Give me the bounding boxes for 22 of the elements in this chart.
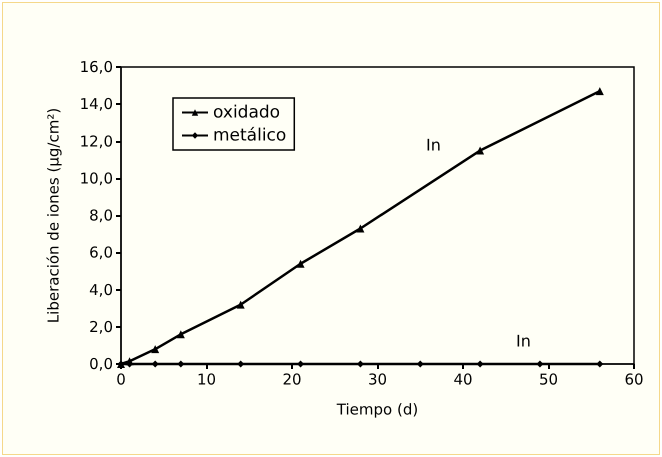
annotation: In <box>516 332 531 350</box>
y-tick-label: 16,0 <box>80 58 113 76</box>
legend-label: oxidado <box>213 102 280 122</box>
legend-label: metálico <box>213 126 286 146</box>
y-tick-label: 8,0 <box>89 206 113 224</box>
y-tick-label: 14,0 <box>80 95 113 114</box>
x-tick-label: 20 <box>282 370 302 388</box>
y-tick-label: 0,0 <box>89 355 113 373</box>
y-axis-title: Liberación de iones (µg/cm²) <box>44 108 62 324</box>
y-tick-label: 10,0 <box>80 169 113 188</box>
x-axis-title: Tiempo (d) <box>336 400 418 418</box>
x-tick-label: 40 <box>453 370 473 388</box>
annotation: In <box>426 136 441 154</box>
x-tick-label: 30 <box>368 370 388 388</box>
x-tick-label: 50 <box>538 370 558 388</box>
y-tick-label: 2,0 <box>89 318 113 336</box>
x-tick-label: 60 <box>624 370 644 388</box>
y-tick-label: 6,0 <box>89 244 113 262</box>
y-tick-label: 12,0 <box>80 132 113 150</box>
x-tick-label: 10 <box>196 370 216 388</box>
x-tick-label: 0 <box>116 370 126 388</box>
y-tick-label: 4,0 <box>89 280 113 299</box>
